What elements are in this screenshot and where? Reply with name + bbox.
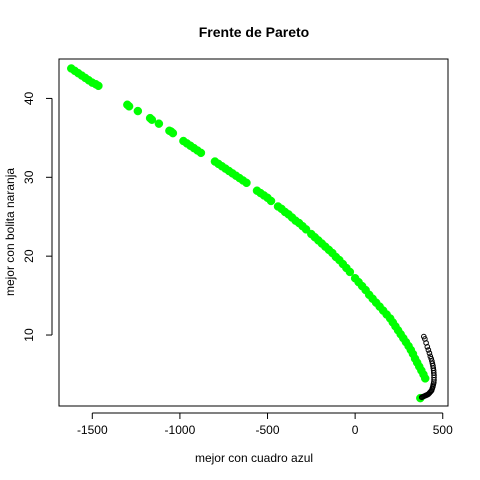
pareto-point xyxy=(124,102,134,111)
y-axis: 10 20 30 40 xyxy=(22,91,53,342)
dominated-point xyxy=(426,350,433,356)
x-tick-label: 500 xyxy=(433,423,453,437)
y-tick-label: 10 xyxy=(22,328,36,342)
x-axis: -1500 -1000 -500 0 500 xyxy=(77,412,453,437)
dominated-point xyxy=(418,394,425,401)
pareto-point xyxy=(242,178,251,188)
x-tick-label: -1500 xyxy=(77,423,108,437)
pareto-point xyxy=(266,196,276,206)
pareto-point xyxy=(133,106,143,116)
y-tick-label: 30 xyxy=(22,170,36,184)
y-tick-label: 40 xyxy=(22,91,36,105)
pareto-point xyxy=(420,374,430,383)
pareto-point xyxy=(147,115,157,124)
pareto-point xyxy=(94,81,103,91)
data-points xyxy=(67,64,437,403)
plot-frame xyxy=(58,58,449,407)
x-tick-label: 0 xyxy=(352,423,359,437)
pareto-point xyxy=(301,225,311,234)
pareto-point xyxy=(196,148,206,158)
pareto-point xyxy=(345,267,355,277)
x-tick-label: -1000 xyxy=(165,423,196,437)
dominated-point xyxy=(431,377,437,383)
x-tick-label: -500 xyxy=(256,423,280,437)
dominated-point xyxy=(424,344,431,350)
pareto-point xyxy=(154,119,164,128)
y-axis-label: mejor con bolita naranja xyxy=(3,168,17,296)
y-tick-label: 20 xyxy=(22,249,36,263)
pareto-point xyxy=(168,128,178,138)
x-axis-label: mejor con cuadro azul xyxy=(195,451,313,465)
dominated-point xyxy=(425,347,432,353)
chart-title: Frente de Pareto xyxy=(199,24,309,40)
